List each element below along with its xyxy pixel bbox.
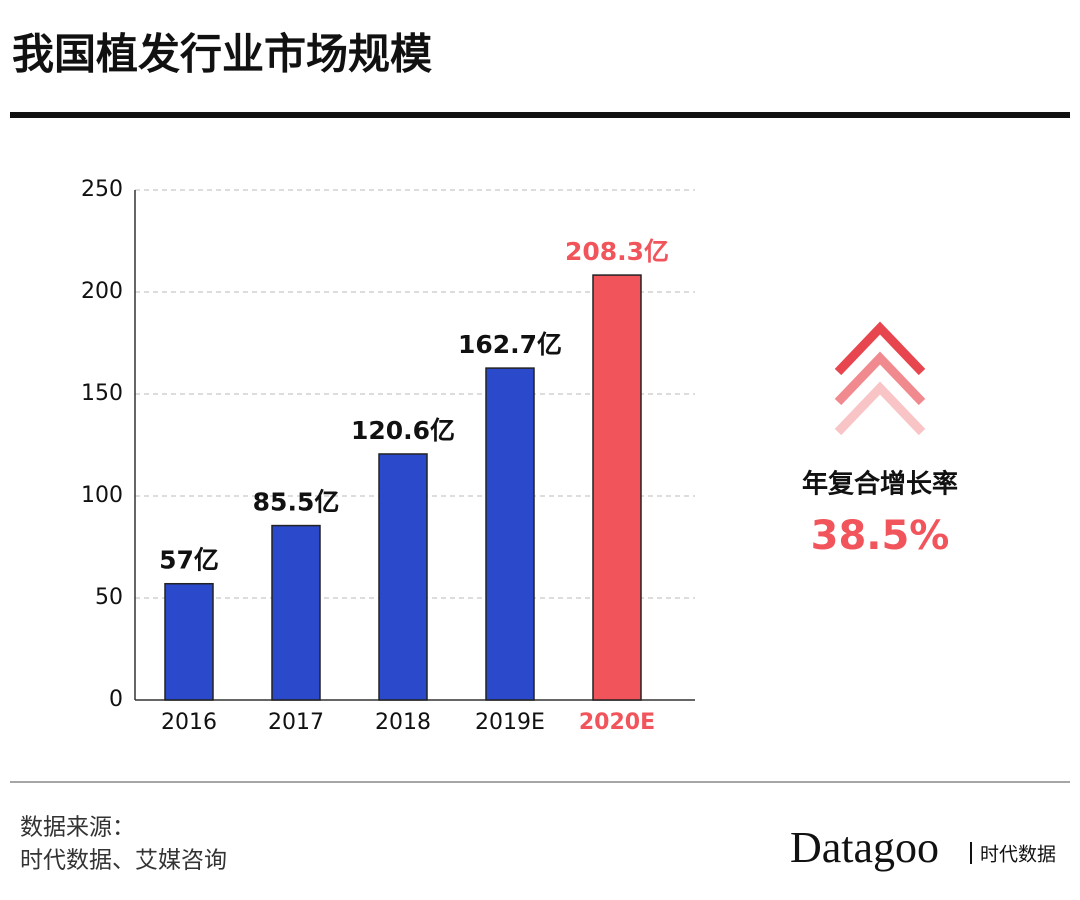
y-tick-label: 250 bbox=[81, 177, 123, 202]
bar bbox=[592, 274, 642, 701]
chart-title: 我国植发行业市场规模 bbox=[12, 30, 432, 79]
brand-name: Datagoo bbox=[790, 823, 939, 872]
value-label: 120.6亿 bbox=[351, 416, 455, 445]
brand-sub: 时代数据 bbox=[980, 844, 1056, 866]
x-tick-label: 2018 bbox=[375, 710, 431, 735]
bar bbox=[378, 453, 428, 701]
x-tick-label: 2017 bbox=[268, 710, 324, 735]
cagr-label: 年复合增长率 bbox=[802, 469, 958, 500]
bar bbox=[485, 367, 535, 701]
brand-separator bbox=[970, 842, 972, 864]
bar bbox=[271, 524, 321, 701]
x-tick-label: 2016 bbox=[161, 710, 217, 735]
y-tick-label: 100 bbox=[81, 483, 123, 508]
source-heading: 数据来源： bbox=[20, 815, 135, 841]
chevrons bbox=[834, 321, 926, 436]
value-label: 85.5亿 bbox=[253, 488, 340, 517]
value-label: 162.7亿 bbox=[458, 330, 562, 359]
title-rule bbox=[10, 112, 1070, 118]
cagr-value: 38.5% bbox=[811, 513, 950, 559]
source-text: 时代数据、艾媒咨询 bbox=[20, 848, 227, 874]
bar bbox=[164, 582, 214, 701]
x-tick-label: 2019E bbox=[475, 710, 545, 735]
x-tick-label: 2020E bbox=[579, 710, 655, 735]
value-label: 208.3亿 bbox=[565, 237, 669, 266]
y-tick-label: 150 bbox=[81, 381, 123, 406]
y-tick-label: 50 bbox=[95, 585, 123, 610]
value-label: 57亿 bbox=[159, 546, 219, 575]
y-tick-label: 200 bbox=[81, 279, 123, 304]
y-tick-label: 0 bbox=[109, 687, 123, 712]
